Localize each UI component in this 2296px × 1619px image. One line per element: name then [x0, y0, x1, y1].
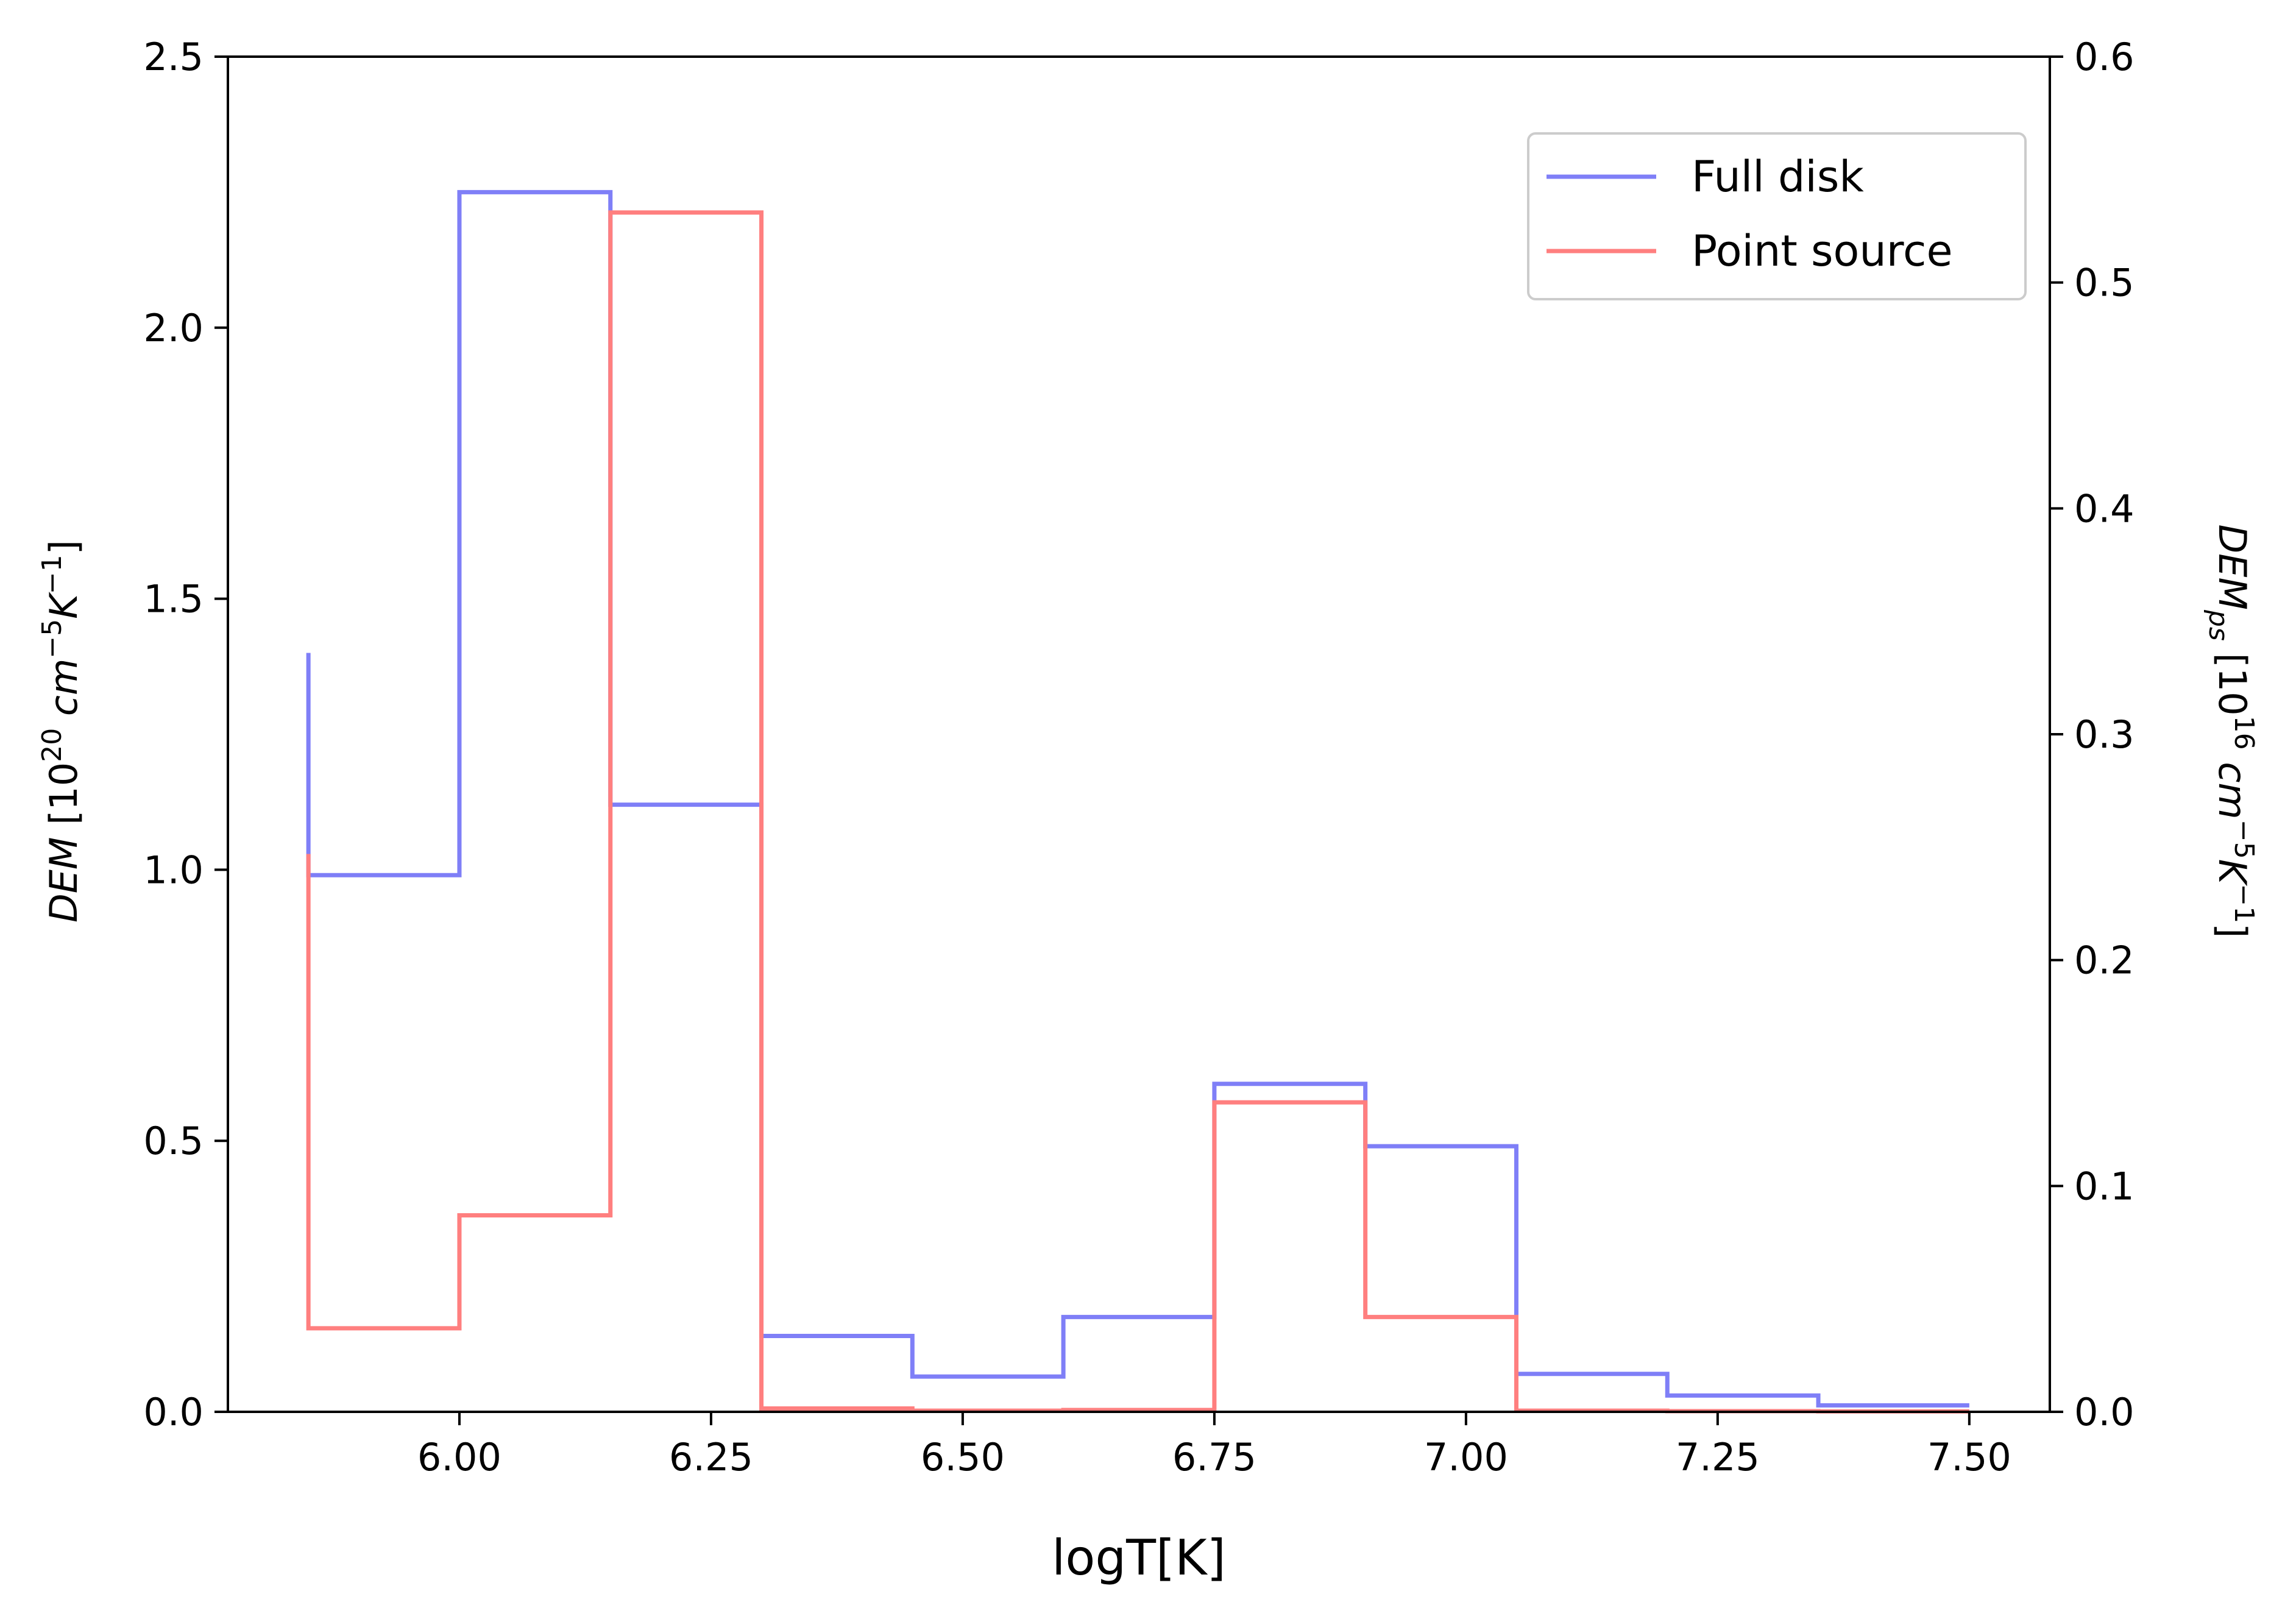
- y-right-axis-label-sub: ps: [2203, 609, 2234, 641]
- y-right-axis-label-bracket-close: ]: [2210, 923, 2255, 938]
- y-right-tick-label: 0.4: [2074, 486, 2135, 531]
- y-right-tick-label: 0.2: [2074, 938, 2135, 983]
- y-tick-label: 2.0: [143, 306, 204, 350]
- y-right-tick-label: 0.1: [2074, 1164, 2135, 1208]
- y-axis-label-unit1: cm: [41, 659, 86, 728]
- y-axis-label-exp: 20: [37, 728, 68, 762]
- x-tick-label: 6.50: [921, 1435, 1005, 1479]
- y-axis-label-exp3: −1: [37, 554, 68, 594]
- y-axis-label-base: DEM: [41, 837, 86, 923]
- y-right-tick-label: 0.3: [2074, 712, 2135, 757]
- x-tick-label: 6.25: [669, 1435, 753, 1479]
- x-tick-label: 7.00: [1424, 1435, 1508, 1479]
- y-right-tick-label: 0.6: [2074, 35, 2135, 79]
- legend-label-point-source: Point source: [1692, 226, 1953, 276]
- x-axis-label: logT[K]: [1052, 1529, 1226, 1586]
- series-line-full-disk: [306, 190, 1969, 1408]
- y-right-axis-label-unit1: cm: [2210, 750, 2255, 820]
- y-right-axis-label: DEMps [1016 cm−5K−1]: [2203, 525, 2259, 938]
- y-right-tick-label: 0.0: [2074, 1390, 2135, 1434]
- y-right-axis-label-base: DEM: [2210, 525, 2255, 610]
- y-axis-label-exp2: −5: [37, 619, 68, 659]
- y-tick-label: 0.0: [143, 1390, 204, 1434]
- series-line-point-source: [306, 210, 1969, 1414]
- y-right-tick-label: 0.5: [2074, 261, 2135, 305]
- y-axis-label: DEM [1020 cm−5K−1]: [37, 540, 86, 923]
- y-tick-label: 1.5: [143, 577, 204, 622]
- x-tick-label: 7.25: [1676, 1435, 1760, 1479]
- x-tick-label: 6.00: [417, 1435, 501, 1479]
- y-tick-label: 2.5: [143, 35, 204, 79]
- y-axis-label-unit2: K: [41, 592, 86, 619]
- y-right-axis-label-exp: 16: [2228, 716, 2259, 750]
- legend-label-full-disk: Full disk: [1692, 152, 1864, 202]
- x-tick-label: 7.50: [1927, 1435, 2011, 1479]
- y-tick-label: 0.5: [143, 1119, 204, 1163]
- y-right-axis-label-unit2: K: [2210, 859, 2255, 887]
- legend: Full disk Point source: [1527, 132, 2027, 300]
- y-right-axis-label-exp3: −1: [2228, 884, 2259, 923]
- y-tick-label: 1.0: [143, 848, 204, 892]
- y-axis-label-bracket-open: [10: [41, 762, 86, 837]
- y-right-axis-label-bracket-open: [10: [2210, 641, 2255, 716]
- series-layer: [306, 190, 1969, 1414]
- y-axis-label-bracket-close: ]: [41, 540, 86, 554]
- y-right-axis-label-exp2: −5: [2228, 820, 2259, 859]
- x-tick-label: 6.75: [1172, 1435, 1256, 1479]
- ticks-layer: 6.00 6.25 6.50 6.75 7.00 7.25 7.50 0.0 0.5 1.0 1.5…: [143, 35, 2134, 1479]
